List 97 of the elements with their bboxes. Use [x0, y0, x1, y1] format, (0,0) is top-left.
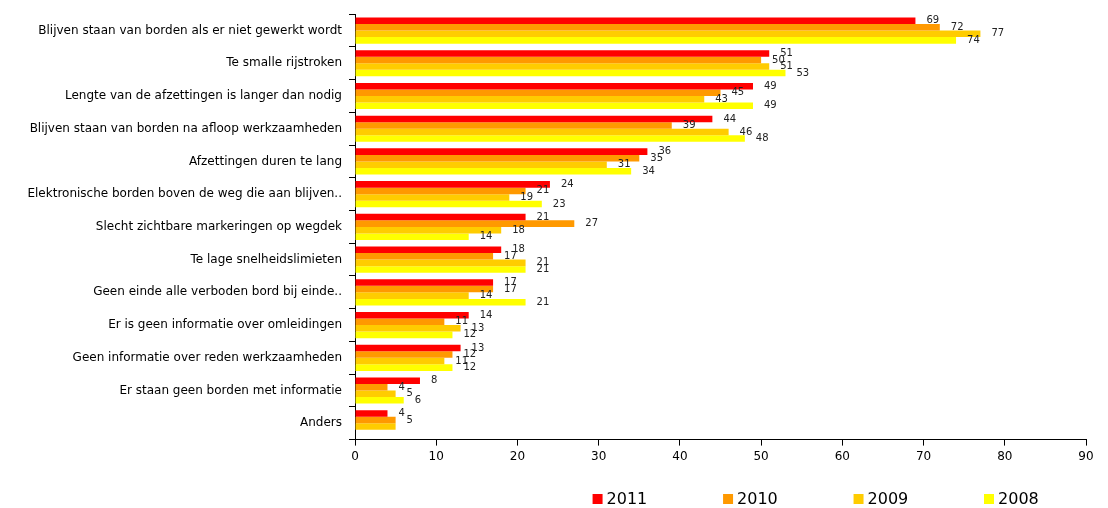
x-tick-label: 30: [591, 448, 607, 463]
bar: [355, 56, 762, 64]
data-label: 21: [536, 210, 550, 222]
y-tick-label: Geen informatie over reden werkzaamheden: [72, 349, 342, 364]
x-tick-label: 20: [509, 448, 526, 463]
bar: [355, 37, 957, 44]
y-tick-label: Elektronische borden boven de weg die aan blijven..: [27, 186, 342, 201]
bar: [355, 122, 672, 129]
data-label: 14: [479, 308, 493, 320]
bar: [355, 220, 575, 227]
bar: [355, 318, 445, 326]
bar: [355, 266, 526, 273]
bar: [355, 416, 396, 424]
bar: [355, 292, 469, 299]
data-label: 23: [552, 197, 566, 209]
y-tick-label: Te lage snelheidslimieten: [189, 251, 342, 266]
bar: [355, 17, 916, 25]
y-tick-label: Geen einde alle verboden bord bij einde..: [93, 284, 342, 299]
bar: [355, 246, 502, 254]
data-label: 8: [430, 374, 438, 386]
legend-label: 2011: [606, 489, 648, 508]
bar: [355, 69, 786, 77]
bar: [355, 253, 494, 260]
data-label: 53: [796, 66, 810, 78]
bar: [355, 135, 745, 142]
bar: [355, 259, 526, 267]
data-label: 19: [520, 191, 534, 203]
data-label: 24: [560, 177, 574, 189]
x-tick-label: 70: [915, 448, 932, 463]
y-tick-label: Blijven staan van borden na afloop werkzaamheden: [29, 120, 342, 135]
bar: [355, 377, 420, 384]
data-label: 43: [715, 92, 728, 104]
data-label: 74: [967, 33, 980, 45]
data-label: 34: [642, 164, 655, 176]
x-tick-label: 90: [1078, 448, 1094, 463]
data-label: 21: [536, 184, 550, 196]
data-label: 21: [536, 295, 550, 307]
y-tick-label: Lengte van de afzettingen is langer dan nodig: [64, 88, 342, 103]
bar: [355, 331, 453, 339]
x-tick-label: 0: [351, 448, 359, 463]
data-label: 77: [991, 27, 1005, 39]
bar: [355, 200, 542, 208]
bar: [355, 410, 388, 417]
data-label: 4: [398, 407, 405, 419]
bar: [355, 344, 461, 352]
data-label: 18: [512, 223, 525, 235]
data-label: 44: [723, 112, 737, 124]
data-label: 72: [950, 20, 964, 32]
bar: [355, 161, 607, 168]
bar: [355, 194, 510, 201]
y-tick-label: Er staan geen borden met informatie: [119, 382, 342, 397]
bar: [355, 397, 404, 404]
bar: [355, 325, 461, 332]
data-label: 5: [406, 387, 413, 399]
bar: [355, 357, 445, 365]
legend-label: 2008: [998, 489, 1039, 508]
bar: [355, 168, 632, 175]
x-tick-label: 60: [834, 448, 850, 463]
bar: [355, 423, 396, 430]
data-label: 49: [763, 99, 777, 111]
data-label: 6: [414, 393, 422, 405]
bar: [355, 96, 705, 103]
bar: [355, 102, 753, 110]
y-tick-label: Slecht zichtbare markeringen op wegdek: [95, 219, 343, 234]
bar: [355, 298, 526, 306]
data-label: 46: [739, 125, 753, 137]
bar: [355, 24, 940, 31]
x-tick-label: 50: [753, 448, 769, 463]
data-label: 69: [926, 14, 940, 26]
data-label: 48: [755, 132, 769, 144]
x-tick-label: 10: [428, 448, 444, 463]
y-tick-label: Afzettingen duren te lang: [189, 153, 342, 168]
y-tick-label: Er is geen informatie over omleidingen: [108, 317, 342, 332]
legend-label: 2010: [737, 489, 778, 508]
bar: [355, 390, 396, 398]
bar: [355, 279, 494, 286]
data-label: 49: [763, 79, 777, 91]
bar: [355, 213, 526, 221]
legend-label: 2009: [867, 489, 909, 508]
y-tick-label: Te smalle rijstroken: [225, 55, 342, 70]
bar: [355, 364, 453, 371]
bar: [355, 351, 453, 358]
data-label: 39: [682, 119, 696, 131]
bar: [355, 128, 729, 136]
bar: [355, 50, 770, 57]
bar: [355, 233, 469, 240]
data-label: 4: [398, 380, 405, 392]
x-tick-label: 80: [997, 448, 1013, 463]
y-tick-label: Blijven staan van borden als er niet gewerkt wordt: [38, 22, 343, 37]
bar: [355, 63, 770, 70]
data-label: 14: [479, 289, 493, 301]
data-label: 27: [585, 217, 599, 229]
bar: [355, 383, 388, 391]
bar: [355, 148, 648, 155]
y-tick-label: Anders: [300, 415, 342, 430]
x-tick-label: 40: [672, 448, 688, 463]
data-label: 5: [406, 413, 413, 425]
